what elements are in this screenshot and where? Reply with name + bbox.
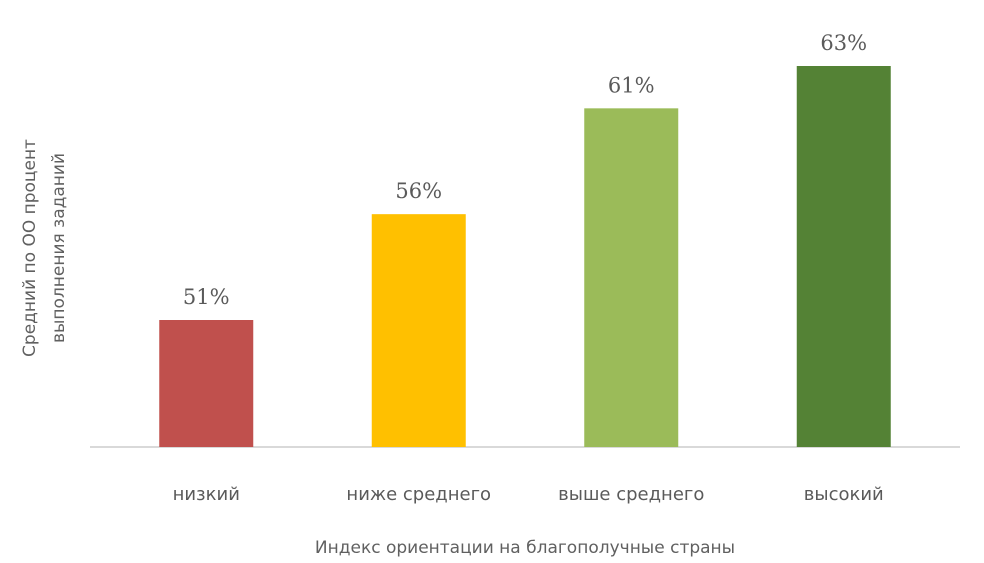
bars-group [159, 66, 891, 447]
data-label-3: 61% [608, 73, 655, 97]
y-axis-title-line-2: выполнения заданий [49, 153, 69, 343]
data-label-1: 51% [183, 285, 230, 309]
bar-4 [796, 66, 891, 447]
category-label-3: выше среднего [558, 484, 704, 505]
bar-3 [584, 108, 679, 447]
data-labels-group: 51% 56% 61% 63% [183, 31, 867, 309]
data-label-2: 56% [395, 179, 442, 203]
category-labels-group: низкий ниже среднего выше среднего высокий [173, 484, 884, 505]
category-label-2: ниже среднего [346, 484, 491, 505]
data-label-4: 63% [820, 31, 867, 55]
category-label-1: низкий [173, 484, 240, 505]
x-axis-title: Индекс ориентации на благополучные стран… [315, 538, 735, 558]
bar-1 [159, 320, 254, 447]
y-axis-title-line-1: Средний по ОО процент [20, 139, 40, 357]
bar-2 [371, 214, 466, 447]
y-axis-title: Средний по ОО процент выполнения заданий [20, 139, 69, 357]
category-label-4: высокий [804, 484, 884, 505]
